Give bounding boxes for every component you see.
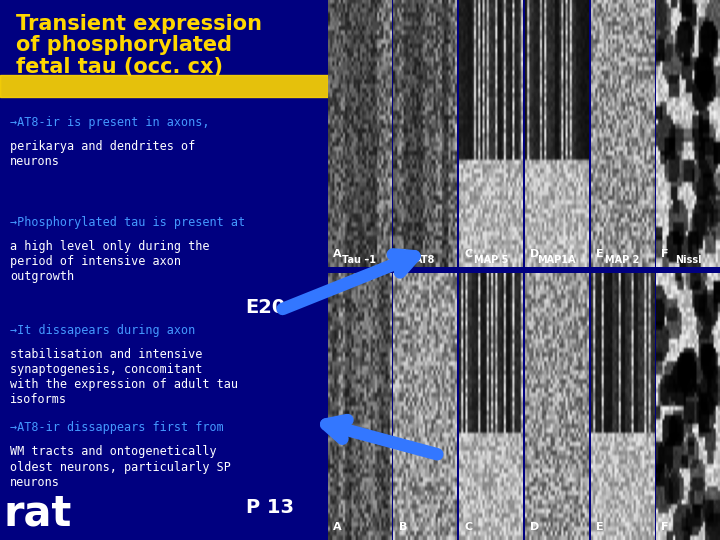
- Text: E: E: [595, 522, 603, 532]
- Text: MAP1A: MAP1A: [537, 255, 576, 265]
- Text: WM tracts and ontogenetically
oldest neurons, particularly SP
neurons: WM tracts and ontogenetically oldest neu…: [10, 446, 230, 489]
- Text: C: C: [464, 249, 472, 259]
- Text: F: F: [662, 522, 669, 532]
- Text: rat: rat: [4, 492, 72, 535]
- Text: Nissl: Nissl: [675, 255, 701, 265]
- Text: a high level only during the
period of intensive axon
outgrowth: a high level only during the period of i…: [10, 240, 210, 284]
- Text: P 13: P 13: [246, 498, 294, 517]
- Text: B: B: [399, 249, 407, 259]
- Text: fetal tau (occ. cx): fetal tau (occ. cx): [17, 57, 223, 77]
- Text: of phosphorylated: of phosphorylated: [17, 35, 233, 55]
- Text: Transient expression: Transient expression: [17, 14, 262, 33]
- Text: F: F: [662, 249, 669, 259]
- Text: D: D: [530, 249, 539, 259]
- Text: →It dissapears during axon: →It dissapears during axon: [10, 324, 195, 337]
- Text: D: D: [530, 522, 539, 532]
- Text: →AT8-ir dissappears first from: →AT8-ir dissappears first from: [10, 421, 224, 434]
- Text: E20: E20: [246, 298, 286, 318]
- Text: B: B: [399, 522, 407, 532]
- Text: A: A: [333, 522, 341, 532]
- Text: perikarya and dendrites of
neurons: perikarya and dendrites of neurons: [10, 140, 195, 168]
- Text: →AT8-ir is present in axons,: →AT8-ir is present in axons,: [10, 116, 210, 129]
- Text: C: C: [464, 522, 472, 532]
- Text: stabilisation and intensive
synaptogenesis, concomitant
with the expression of a: stabilisation and intensive synaptogenes…: [10, 348, 238, 406]
- Text: A: A: [333, 249, 341, 259]
- Text: AT8: AT8: [415, 255, 436, 265]
- Text: E: E: [595, 249, 603, 259]
- Text: MAP 5: MAP 5: [474, 255, 508, 265]
- Text: →Phosphorylated tau is present at: →Phosphorylated tau is present at: [10, 216, 245, 229]
- Text: Tau –1: Tau –1: [343, 255, 377, 265]
- Text: MAP 2: MAP 2: [606, 255, 639, 265]
- Bar: [0, 75, 328, 97]
